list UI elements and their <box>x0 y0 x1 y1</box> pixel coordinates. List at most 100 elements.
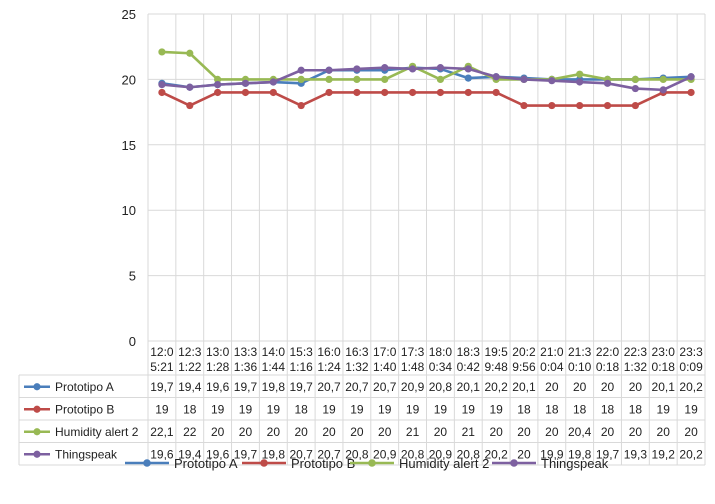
table-cell: 21 <box>462 425 476 439</box>
data-point <box>325 75 333 83</box>
data-point <box>269 88 277 97</box>
table-cell: 20,7 <box>373 380 397 394</box>
x-tick-label: 21:3 0:10 <box>568 345 592 374</box>
x-tick-label: 18:0 0:34 <box>429 345 453 374</box>
table-cell: 21 <box>406 425 420 439</box>
data-point <box>492 88 500 97</box>
table-cell: 19 <box>657 402 671 416</box>
table-cell: 19,9 <box>540 447 564 461</box>
x-tick-label: 17:0 1:40 <box>373 345 397 374</box>
table-cell: 22,1 <box>150 425 174 439</box>
series-line-3 <box>161 66 692 92</box>
data-point <box>381 75 389 83</box>
data-point <box>464 74 472 82</box>
data-point <box>548 77 556 85</box>
data-point <box>659 86 667 94</box>
x-tick-label: 20:2 9:56 <box>512 345 536 374</box>
data-point <box>408 65 417 73</box>
table-cell: 20 <box>573 380 587 394</box>
data-point <box>325 88 333 97</box>
table-cell: 18 <box>183 402 197 416</box>
table-series-name: Thingspeak <box>55 447 118 461</box>
data-point <box>353 88 361 97</box>
table-cell: 18 <box>545 402 559 416</box>
chart-grid <box>18 13 706 466</box>
table-cell: 18 <box>294 402 308 416</box>
x-tick-label: 23:3 0:09 <box>679 345 703 374</box>
table-cell: 20,9 <box>429 447 453 461</box>
data-point <box>520 75 528 83</box>
table-cell: 20 <box>378 425 392 439</box>
data-point <box>214 88 222 97</box>
table-legend-marker <box>33 405 41 413</box>
data-point <box>603 79 612 87</box>
legend-label: Humidity alert 2 <box>399 456 489 471</box>
data-point <box>631 101 639 110</box>
table-cell: 20 <box>517 447 531 461</box>
table-cell: 20 <box>322 425 336 439</box>
x-tick-label: 14:0 1:44 <box>262 345 286 374</box>
table-cell: 18 <box>517 402 531 416</box>
table-cell: 20 <box>684 425 698 439</box>
x-tick-label: 13:3 1:36 <box>234 345 258 374</box>
x-tick-label: 16:0 1:24 <box>317 345 341 374</box>
data-table: Prototipo A 19,7 19,4 19,6 19,7 19,8 19,7 20,7 2… <box>24 380 703 461</box>
data-point <box>325 66 333 74</box>
table-cell: 19,4 <box>178 447 202 461</box>
x-tick-label: 22:0 0:18 <box>596 345 620 374</box>
table-legend-marker <box>33 450 41 458</box>
data-point <box>269 78 277 86</box>
y-tick-label: 0 <box>129 334 136 349</box>
table-cell: 20 <box>489 425 503 439</box>
data-point <box>214 81 222 89</box>
data-point <box>436 88 445 97</box>
table-cell: 19 <box>378 402 392 416</box>
table-cell: 20 <box>350 425 364 439</box>
table-cell: 20,2 <box>679 380 703 394</box>
data-point <box>464 88 472 97</box>
data-point <box>353 75 361 83</box>
table-cell: 20 <box>239 425 253 439</box>
table-cell: 19 <box>350 402 364 416</box>
table-cell: 19,7 <box>234 447 258 461</box>
legend-label: Thingspeak <box>541 456 609 471</box>
data-point <box>158 81 166 89</box>
table-cell: 20 <box>545 425 559 439</box>
table-cell: 20 <box>657 425 671 439</box>
table-series-name: Prototipo A <box>55 380 114 394</box>
table-series-name: Prototipo B <box>55 402 114 416</box>
table-cell: 19 <box>322 402 336 416</box>
data-point <box>158 48 166 56</box>
legend-marker <box>368 459 376 467</box>
x-tick-label: 19:5 9:48 <box>484 345 508 374</box>
series-line-2 <box>161 50 692 81</box>
table-cell: 19,6 <box>206 380 230 394</box>
table-cell: 18 <box>573 402 587 416</box>
table-cell: 20 <box>545 380 559 394</box>
y-tick-label: 25 <box>122 7 136 22</box>
y-tick-label: 5 <box>129 269 136 284</box>
table-cell: 19,7 <box>150 380 174 394</box>
table-cell: 20,8 <box>429 380 453 394</box>
table-cell: 20,7 <box>289 447 313 461</box>
series-lines <box>158 48 695 110</box>
table-cell: 20 <box>629 425 643 439</box>
data-point <box>492 73 500 81</box>
x-tick-label: 21:0 0:04 <box>540 345 564 374</box>
table-cell: 19,3 <box>624 447 648 461</box>
data-point <box>186 49 194 57</box>
data-point <box>576 78 584 86</box>
table-cell: 19 <box>267 402 281 416</box>
data-point <box>297 101 305 110</box>
data-point <box>464 65 472 73</box>
table-cell: 20,2 <box>679 447 703 461</box>
table-cell: 19 <box>489 402 503 416</box>
data-point <box>576 101 584 110</box>
y-axis: 0 5 10 15 20 25 <box>122 7 136 349</box>
table-cell: 20,7 <box>345 380 369 394</box>
data-point <box>241 79 250 87</box>
data-point <box>687 73 695 81</box>
table-cell: 20 <box>629 380 643 394</box>
table-legend-marker <box>33 428 41 436</box>
